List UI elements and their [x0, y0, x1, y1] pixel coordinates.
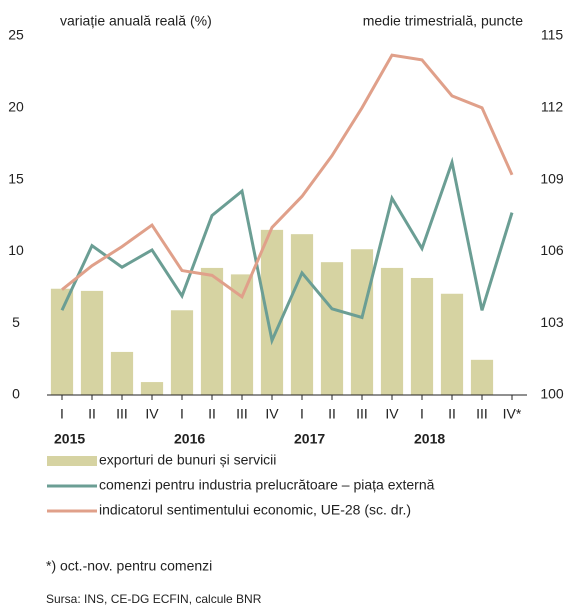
year-label: 2016 — [174, 431, 205, 447]
x-tick-label: III — [356, 406, 368, 422]
bar — [350, 249, 374, 395]
bar — [140, 382, 164, 395]
y2-tick-label: 112 — [541, 99, 564, 115]
y-tick-label: 15 — [8, 170, 24, 186]
x-tick-label: III — [236, 406, 248, 422]
y2-tick-label: 115 — [541, 27, 564, 43]
bar — [230, 274, 254, 395]
y-tick-label: 0 — [12, 386, 20, 402]
y-tick-label: 5 — [12, 314, 20, 330]
bar — [470, 359, 494, 395]
year-label: 2017 — [294, 431, 325, 447]
y2-tick-label: 106 — [540, 242, 564, 258]
x-tick-label: II — [88, 406, 96, 422]
x-tick-label: III — [476, 406, 488, 422]
bar — [80, 290, 104, 395]
bar — [320, 262, 344, 395]
x-tick-label: I — [420, 406, 424, 422]
legend-swatch — [47, 456, 97, 466]
y2-tick-label: 100 — [540, 386, 564, 402]
bar — [440, 293, 464, 395]
bar — [380, 267, 404, 395]
x-tick-label: IV* — [503, 406, 522, 422]
x-tick-label: IV — [145, 406, 159, 422]
x-tick-label: III — [116, 406, 128, 422]
line — [61, 53, 514, 300]
y2-tick-label: 103 — [540, 314, 564, 330]
legend-label: exporturi de bunuri și servicii — [99, 452, 276, 468]
y-tick-label: 10 — [8, 242, 24, 258]
bar — [200, 267, 224, 395]
y-tick-label: 25 — [8, 27, 24, 43]
y-axis-title: variație anuală reală (%) — [60, 13, 212, 29]
x-tick-label: IV — [385, 406, 399, 422]
x-tick-label: I — [180, 406, 184, 422]
legend-label: indicatorul sentimentului economic, UE-2… — [99, 502, 411, 518]
bar — [50, 288, 74, 395]
legend-label: comenzi pentru industria prelucrătoare –… — [99, 477, 435, 493]
bar — [290, 234, 314, 395]
y2-axis-title: medie trimestrială, puncte — [363, 13, 524, 29]
note: *) oct.-nov. pentru comenzi — [46, 558, 212, 574]
bar — [260, 229, 284, 395]
bar — [410, 277, 434, 395]
year-label: 2018 — [414, 431, 445, 447]
x-tick-label: IV — [265, 406, 279, 422]
bar — [110, 351, 134, 395]
x-tick-label: II — [208, 406, 216, 422]
line — [60, 156, 514, 346]
bar — [170, 310, 194, 395]
x-tick-label: I — [60, 406, 64, 422]
x-tick-label: II — [328, 406, 336, 422]
y-tick-label: 20 — [8, 99, 24, 115]
x-tick-label: I — [300, 406, 304, 422]
source: Sursa: INS, CE-DG ECFIN, calcule BNR — [46, 592, 262, 606]
year-label: 2015 — [54, 431, 85, 447]
y2-tick-label: 109 — [540, 170, 564, 186]
x-tick-label: II — [448, 406, 456, 422]
